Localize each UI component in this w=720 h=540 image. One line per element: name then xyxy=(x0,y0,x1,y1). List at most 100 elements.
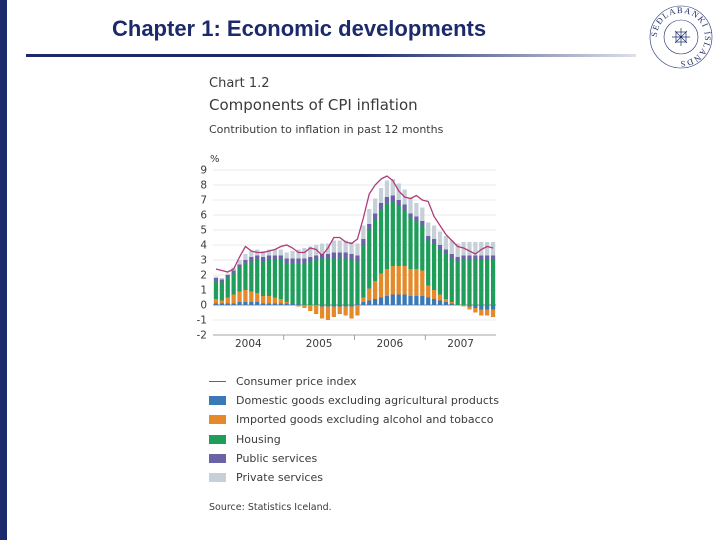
bar-housing xyxy=(302,263,307,305)
bar-housing xyxy=(485,260,490,305)
bar-housing xyxy=(384,203,390,269)
bar-domestic xyxy=(331,305,336,307)
bar-private xyxy=(284,252,289,259)
bar-imported xyxy=(231,294,236,304)
bar-domestic xyxy=(373,299,378,305)
bar-public xyxy=(426,236,431,241)
bar-domestic xyxy=(290,303,295,305)
bar-domestic xyxy=(384,296,390,305)
bar-housing xyxy=(331,258,336,305)
bar-domestic xyxy=(343,305,348,307)
bar-public xyxy=(314,255,319,260)
bar-imported xyxy=(461,305,466,307)
bar-domestic xyxy=(231,303,236,305)
bar-private xyxy=(479,242,484,256)
legend-label-private: Private services xyxy=(236,471,323,485)
bar-imported xyxy=(449,302,454,304)
bar-domestic xyxy=(414,296,419,305)
bar-imported xyxy=(426,285,431,298)
bar-imported xyxy=(396,266,401,295)
bar-housing xyxy=(243,263,248,290)
x-tick-label: 2006 xyxy=(377,338,404,350)
bar-housing xyxy=(284,263,289,302)
bar-domestic xyxy=(402,294,407,305)
bar-domestic xyxy=(378,297,384,305)
bar-private xyxy=(237,260,242,265)
bar-public xyxy=(414,216,419,221)
bar-domestic xyxy=(272,303,278,305)
bar-domestic xyxy=(443,302,448,305)
y-tick-label: 6 xyxy=(200,210,207,222)
bar-imported xyxy=(467,306,472,310)
bar-imported xyxy=(272,297,278,304)
bar-housing xyxy=(355,261,360,304)
bar-housing xyxy=(225,278,230,298)
bar-housing xyxy=(278,260,283,299)
bar-domestic xyxy=(396,294,401,305)
bar-domestic xyxy=(490,305,496,310)
bar-public xyxy=(219,279,224,283)
bar-private xyxy=(266,249,272,256)
bar-public xyxy=(361,239,366,245)
bar-housing xyxy=(308,261,313,305)
bar-imported xyxy=(343,306,348,316)
legend-line-cpi xyxy=(209,381,226,383)
bar-housing xyxy=(490,260,496,305)
bar-housing xyxy=(373,219,378,281)
bar-imported xyxy=(402,266,407,295)
bar-private xyxy=(349,242,354,254)
legend-swatch-domestic xyxy=(209,396,226,406)
slide-title: Chapter 1: Economic developments xyxy=(112,16,487,41)
bar-public xyxy=(343,252,348,259)
y-tick-label: 9 xyxy=(200,165,207,177)
bar-housing xyxy=(461,260,466,305)
y-tick-label: 1 xyxy=(200,285,207,297)
bar-public xyxy=(367,224,372,230)
bar-domestic xyxy=(361,302,366,305)
bar-private xyxy=(431,225,437,239)
bar-imported xyxy=(390,266,395,295)
bar-housing xyxy=(390,201,395,266)
bar-imported xyxy=(284,302,289,304)
y-tick-label: 7 xyxy=(200,195,207,207)
bar-private xyxy=(278,249,283,256)
bar-imported xyxy=(331,306,336,317)
bar-public xyxy=(249,257,254,262)
bar-housing xyxy=(473,260,478,305)
bar-private xyxy=(290,251,295,259)
bar-domestic xyxy=(219,303,224,305)
bar-housing xyxy=(260,261,266,296)
x-tick-label: 2005 xyxy=(306,338,333,350)
bar-imported xyxy=(296,305,301,307)
bar-private xyxy=(302,248,307,259)
bar-imported xyxy=(355,305,360,316)
bar-housing xyxy=(319,258,325,305)
legend-label-imported: Imported goods excluding alcohol and tob… xyxy=(236,413,494,427)
bar-housing xyxy=(414,221,419,269)
bar-imported xyxy=(473,308,478,313)
bar-domestic xyxy=(426,297,431,305)
bar-imported xyxy=(243,290,248,302)
bar-public xyxy=(266,255,272,260)
bar-public xyxy=(420,221,425,226)
bar-housing xyxy=(231,273,236,295)
legend-swatch-imported xyxy=(209,415,226,425)
bar-private xyxy=(355,243,360,256)
bar-imported xyxy=(325,306,331,320)
bar-housing xyxy=(455,261,460,305)
bar-public xyxy=(278,255,283,260)
legend-label-housing: Housing xyxy=(236,432,281,446)
bar-imported xyxy=(266,296,272,304)
bar-private xyxy=(213,276,219,278)
bar-imported xyxy=(420,270,425,296)
bar-private xyxy=(331,240,336,253)
bar-private xyxy=(490,242,496,256)
bar-housing xyxy=(290,263,295,304)
bar-housing xyxy=(431,243,437,290)
legend-item-domestic: Domestic goods excluding agricultural pr… xyxy=(209,391,499,410)
bar-imported xyxy=(314,305,319,314)
bar-public xyxy=(290,258,295,263)
bar-imported xyxy=(408,269,413,296)
bar-domestic xyxy=(213,303,219,305)
bar-domestic xyxy=(355,303,360,305)
